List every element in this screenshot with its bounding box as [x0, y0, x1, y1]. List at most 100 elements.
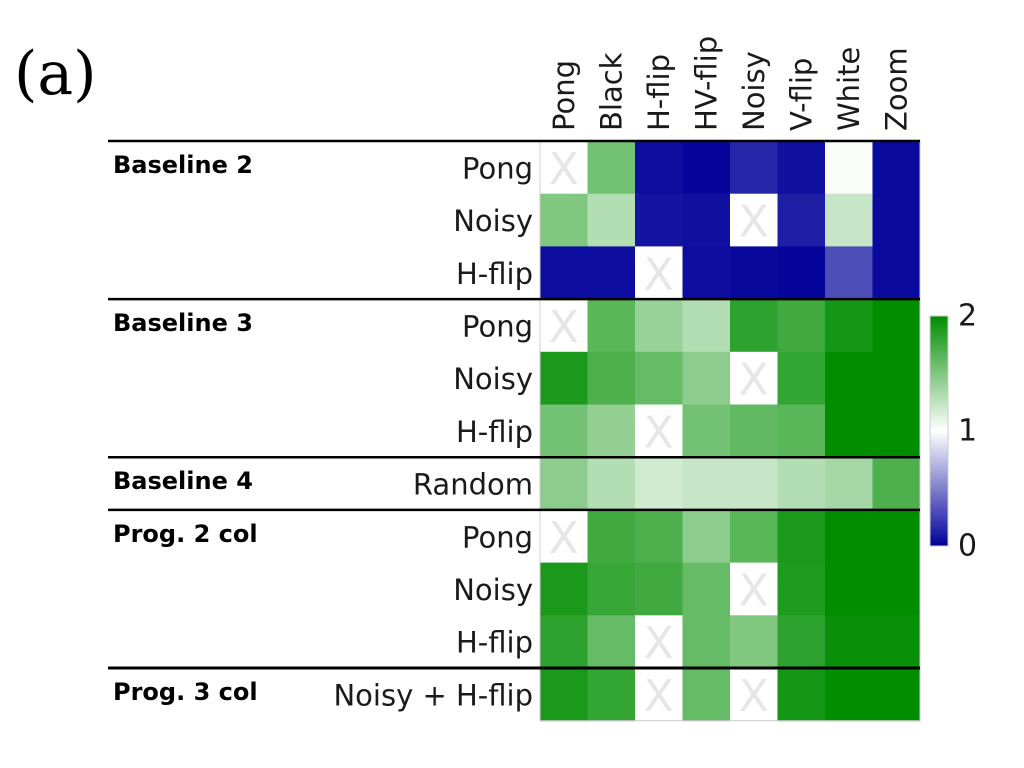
heatmap-cell-empty [540, 141, 588, 195]
colorbar-bar [929, 315, 949, 547]
heatmap-cell [872, 141, 921, 195]
heatmap-cell [730, 246, 778, 300]
heatmap-cell [587, 351, 636, 405]
missing-marker: X [739, 565, 769, 616]
heatmap-cell [635, 299, 683, 353]
heatmap-cell [872, 246, 921, 300]
missing-marker: X [739, 197, 769, 248]
heatmap-cell [540, 562, 588, 616]
heatmap-cell [872, 668, 921, 722]
heatmap-cell [777, 299, 826, 353]
heatmap-cell [635, 193, 683, 247]
heatmap-cell [682, 351, 731, 405]
heatmap-cell [540, 404, 588, 458]
missing-marker: X [549, 302, 579, 353]
heatmap-cell [825, 141, 873, 195]
heatmap-cell [682, 299, 731, 353]
heatmap-cell [682, 193, 731, 247]
heatmap-cell [587, 141, 636, 195]
heatmap-cell [825, 509, 873, 564]
heatmap-cell [777, 562, 826, 616]
heatmap-cell [825, 457, 873, 511]
heatmap-cell [635, 141, 683, 195]
heatmap-cell-empty [540, 299, 588, 353]
heatmap-cell [872, 562, 921, 616]
heatmap-cell-empty [635, 668, 683, 722]
heatmap-cell [730, 299, 778, 353]
heatmap-cell [730, 615, 778, 669]
heatmap-cell [872, 299, 921, 353]
heatmap-cell [635, 562, 683, 616]
row-labels: Pong Noisy H-flip Pong Noisy H-flip Random Pong… [333, 151, 533, 712]
heatmap-cell [587, 668, 636, 722]
heatmap-cell-empty [730, 668, 778, 722]
heatmap-cell [587, 509, 636, 564]
heatmap-cell-empty [540, 509, 588, 564]
heatmap-cell [682, 615, 731, 669]
heatmap-cell [777, 509, 826, 564]
heatmap-cell [730, 457, 778, 511]
colorbar-tick-label: 2 [958, 299, 977, 334]
heatmap-cell [872, 615, 921, 669]
heatmap-cell [682, 141, 731, 195]
heatmap-cell [682, 562, 731, 616]
heatmap-cell [587, 246, 636, 300]
heatmap-cell [587, 457, 636, 511]
row-label: Random [413, 468, 533, 502]
heatmap-cell [730, 404, 778, 458]
heatmap-cell-empty [730, 351, 778, 405]
row-label: Noisy [453, 204, 533, 238]
column-label: HV-flip [689, 36, 723, 131]
heatmap-cell [587, 562, 636, 616]
column-label: Black [594, 52, 628, 131]
heatmap-cell [635, 509, 683, 564]
heatmap-cell [825, 299, 873, 353]
missing-marker: X [549, 144, 579, 195]
heatmap-cell [872, 404, 921, 458]
column-label: Pong [547, 60, 581, 131]
heatmap-cell [777, 246, 826, 300]
group-label: Baseline 4 [113, 467, 253, 495]
group-label: Baseline 3 [113, 309, 253, 337]
heatmap-cell [825, 351, 873, 405]
panel-label: (a) [14, 39, 97, 109]
row-label: Pong [462, 151, 533, 185]
heatmap-cell [777, 404, 826, 458]
row-label: Noisy [453, 362, 533, 396]
heatmap-cell [682, 457, 731, 511]
heatmap-cell [540, 193, 588, 247]
column-label: H-flip [642, 54, 676, 131]
group-label: Prog. 3 col [113, 678, 258, 706]
heatmap-cell-empty [635, 615, 683, 669]
heatmap-cell [730, 141, 778, 195]
heatmap-cell [540, 246, 588, 300]
row-label: H-flip [456, 415, 533, 449]
heatmap-cell [777, 615, 826, 669]
heatmap-cell [777, 351, 826, 405]
heatmap-cell [825, 246, 873, 300]
row-label: Noisy [453, 573, 533, 607]
heatmap-cell [872, 509, 921, 564]
heatmap-cell [540, 668, 588, 722]
heatmap-cell [872, 193, 921, 247]
row-label: Pong [462, 309, 533, 343]
group-label: Prog. 2 col [113, 520, 258, 548]
missing-marker: X [644, 249, 674, 300]
heatmap-cell [825, 404, 873, 458]
heatmap-cell [872, 351, 921, 405]
heatmap-cell [635, 457, 683, 511]
group-label: Baseline 2 [113, 151, 253, 179]
missing-marker: X [549, 513, 579, 564]
heatmap-cell [587, 193, 636, 247]
heatmap-cell-empty [730, 193, 778, 247]
column-label: Noisy [737, 51, 771, 131]
heatmap-cell [730, 509, 778, 564]
row-label: H-flip [456, 626, 533, 660]
heatmap-cell-empty [635, 246, 683, 300]
column-labels: Pong Black H-flip HV-flip Noisy V-flip White Zo… [547, 36, 914, 131]
heatmap-cell [540, 615, 588, 669]
heatmap-cell [777, 668, 826, 722]
heatmap-cell [587, 615, 636, 669]
heatmap-cell [682, 668, 731, 722]
